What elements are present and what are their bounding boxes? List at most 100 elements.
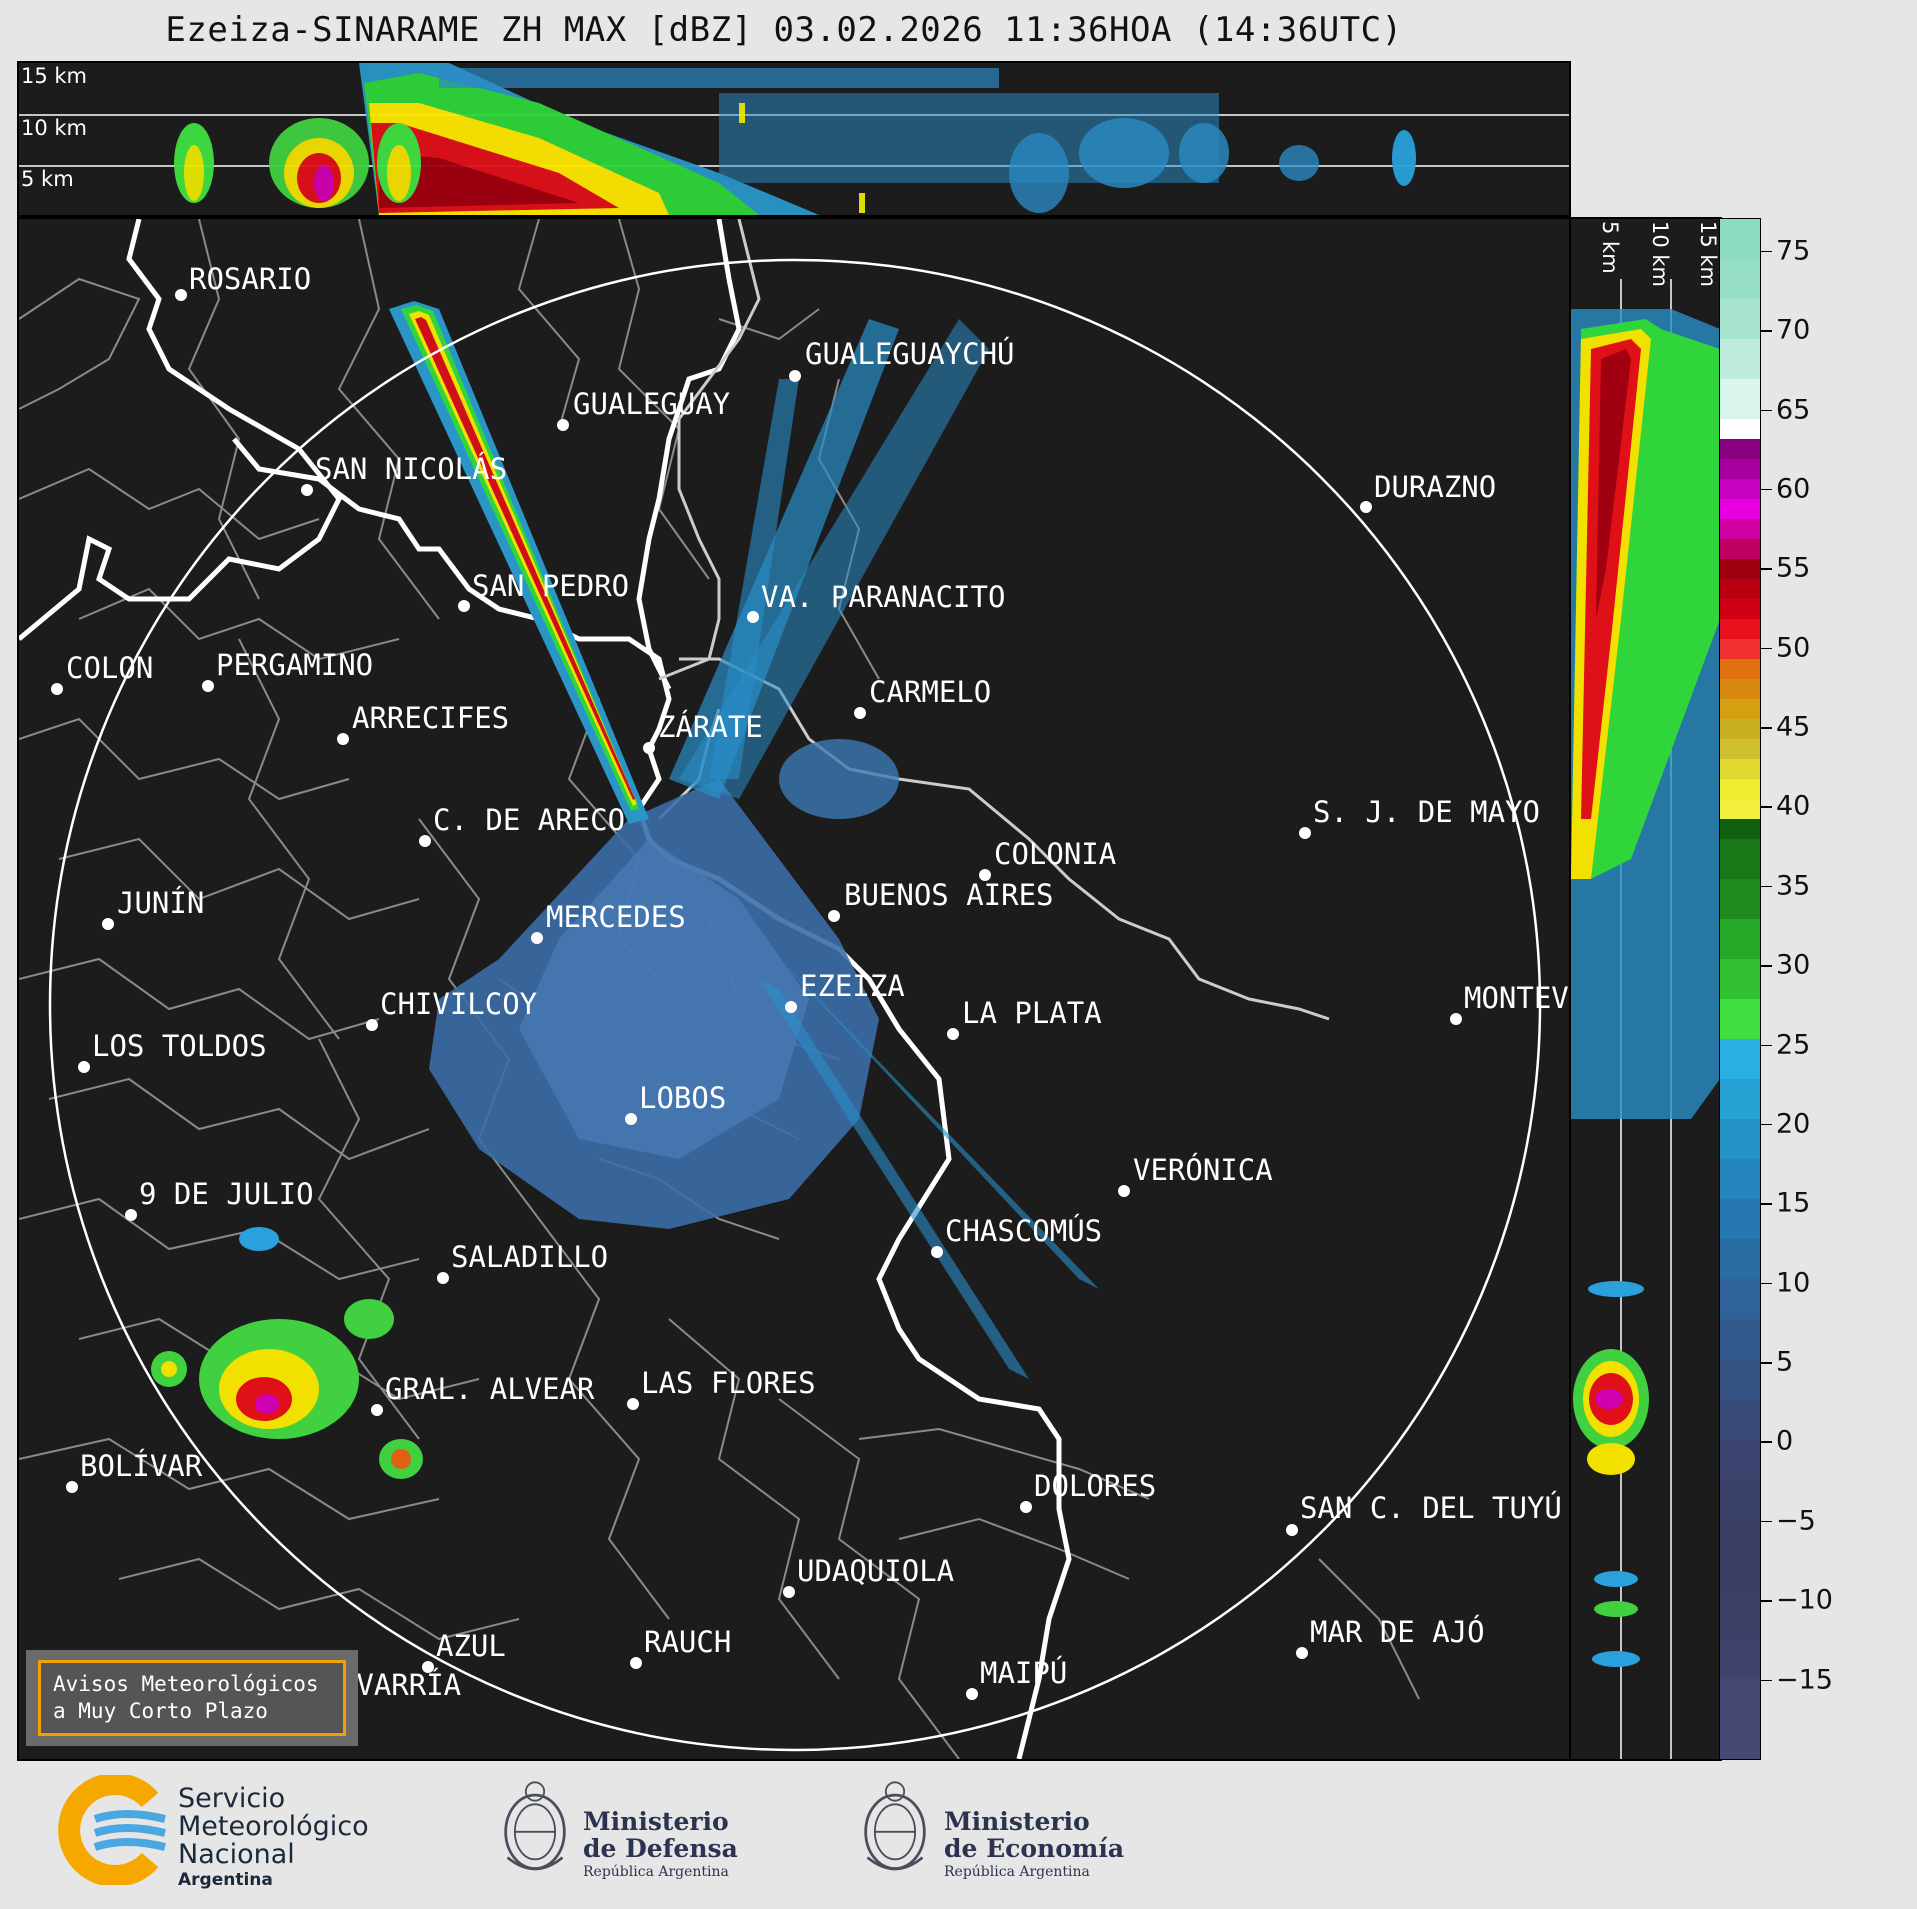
colorbar-tick [1760,647,1772,650]
colorbar-tick [1760,1441,1772,1443]
defensa-line1: Ministerio [583,1807,729,1836]
colorbar-tick [1760,568,1772,570]
smn-line2: Meteorológico [178,1811,369,1842]
city-label: BUENOS AIRES [844,878,1054,912]
defensa-line2: de Defensa [583,1834,738,1863]
colorbar-tick [1760,1123,1772,1126]
city-label: VA. PARANACITO [761,580,1005,614]
economia-line1: Ministerio [944,1807,1090,1836]
colorbar-tick-label: 40 [1776,790,1811,822]
colorbar-tick [1760,1282,1772,1285]
city-label: LA PLATA [962,996,1102,1030]
city-markers [51,289,1462,1712]
city-label: 9 DE JULIO [139,1177,314,1211]
city-label: LAS FLORES [641,1366,816,1400]
city-label: ZÁRATE [658,710,763,744]
city-label: MAIPÚ [980,1656,1067,1690]
coat-of-arms-icon [504,1781,566,1871]
radar-map-panel: ROSARIO GUALEGUAYCHÚ GUALEGUAY SAN NICOL… [17,217,1571,1761]
city-label: CHIVILCOY [380,987,537,1021]
colorbar-tick [1760,1203,1772,1205]
city-label: CHASCOMÚS [945,1214,1102,1248]
colorbar-tick-label: 0 [1776,1425,1794,1457]
economia-logo-text: Ministerio de Economía República Argenti… [944,1808,1124,1882]
colorbar-tick [1760,1362,1772,1364]
economia-line2: de Economía [944,1834,1125,1863]
side-cross-section-panel: 5 km 10 km 15 km [1569,217,1722,1761]
city-label: SAN NICOLÁS [315,452,507,486]
smn-line1: Servicio [178,1783,286,1814]
smn-line3: Nacional [178,1839,295,1870]
top-altitude-label: 10 km [21,116,87,140]
colorbar-tick-label: −15 [1776,1664,1833,1696]
colorbar-tick-label: 70 [1776,314,1811,346]
city-label: VERÓNICA [1133,1153,1273,1187]
colorbar-tick [1760,806,1772,808]
colorbar-tick-label: 65 [1776,394,1811,425]
city-label: ARRECIFES [352,701,509,735]
colorbar-tick [1760,1044,1772,1047]
city-label: S. J. DE MAYO [1313,795,1540,829]
city-label: GUALEGUAY [573,387,730,421]
city-label: GRAL. ALVEAR [385,1372,595,1406]
avisos-line2: a Muy Corto Plazo [53,1699,268,1723]
city-label: ROSARIO [189,262,311,296]
city-label: MAR DE AJÓ [1310,1615,1485,1649]
city-label: EZEIZA [800,969,905,1003]
colorbar-tick [1760,727,1772,729]
colorbar-tick [1760,1679,1772,1682]
city-label: PERGAMINO [216,648,373,682]
page-title: Ezeiza-SINARAME ZH MAX [dBZ] 03.02.2026 … [165,10,1403,50]
city-label: CARMELO [869,675,991,709]
colorbar-tick-label: 45 [1776,711,1811,743]
colorbar-tick-label: 30 [1776,949,1811,981]
colorbar-tick-label: 25 [1776,1029,1811,1061]
city-label: MERCEDES [546,900,686,934]
colorbar-tick-label: 15 [1776,1187,1811,1219]
city-label: DOLORES [1034,1469,1156,1503]
colorbar-tick [1760,885,1772,888]
city-label: MONTEV [1464,981,1569,1015]
city-label: COLON [66,651,153,685]
avisos-line1: Avisos Meteorológicos [53,1672,319,1696]
colorbar-tick [1760,409,1772,411]
colorbar-tick [1760,330,1772,332]
colorbar-tick-label: 20 [1776,1108,1811,1140]
smn-logo-text: Servicio Meteorológico Nacional Argentin… [178,1785,369,1891]
city-label: RAUCH [644,1625,731,1659]
colorbar-tick-label: −10 [1776,1584,1833,1616]
colorbar-tick-label: 75 [1776,235,1811,267]
admin-boundaries [19,219,1420,1759]
city-label: COLONIA [994,837,1116,871]
radar-echoes [151,301,1099,1479]
colorbar-tick-label: 10 [1776,1267,1811,1299]
colorbar-tick-label: 50 [1776,632,1811,664]
defensa-logo-text: Ministerio de Defensa República Argentin… [583,1808,738,1882]
colorbar-tick [1760,1600,1772,1602]
range-ring [48,258,1542,1752]
colorbar-tick [1760,1520,1772,1523]
colorbar-tick-label: −5 [1776,1505,1816,1537]
colorbar-tick [1760,488,1772,491]
city-label: SAN PEDRO [472,569,629,603]
side-altitude-label: 15 km [1696,221,1720,287]
colorbar-tick-label: 5 [1776,1346,1794,1378]
city-label: UDAQUIOLA [797,1554,954,1588]
city-label: SAN C. DEL TUYÚ [1300,1491,1562,1525]
defensa-sub: República Argentina [583,1864,729,1880]
top-altitude-label: 15 km [21,64,87,88]
colorbar-tick-label: 60 [1776,473,1811,505]
avisos-button[interactable]: Avisos Meteorológicos a Muy Corto Plazo [38,1660,346,1736]
city-label: GUALEGUAYCHÚ [805,337,1015,371]
economia-sub: República Argentina [944,1864,1090,1880]
city-label: LOBOS [639,1081,726,1115]
side-altitude-label: 5 km [1598,221,1622,274]
colorbar-tick-label: 55 [1776,552,1811,584]
colorbar-tick [1760,965,1772,967]
smn-logo-icon [58,1775,166,1885]
city-label: AZUL [436,1629,506,1663]
city-label: BOLÍVAR [80,1449,203,1483]
colorbar-tick [1760,250,1772,253]
city-label: JUNÍN [117,886,204,920]
